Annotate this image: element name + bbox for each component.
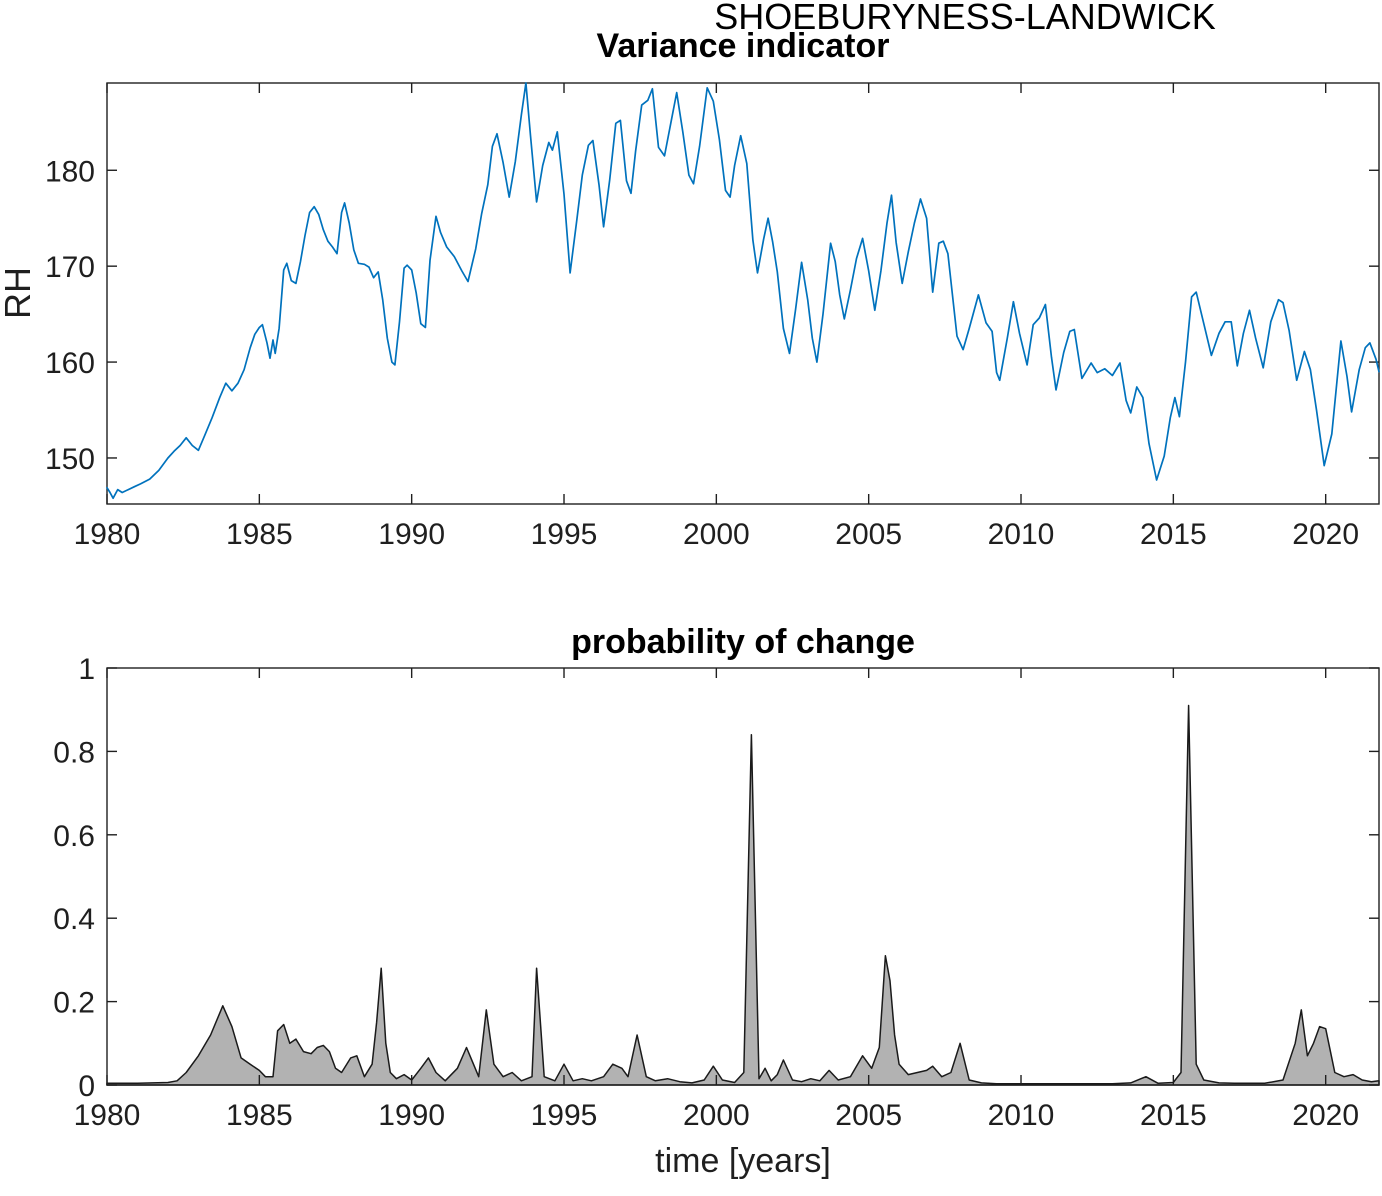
probability-chart: 1980 1985 1990 1995 2000 2005 2010 2015 2020 0 0.2… bbox=[53, 653, 1380, 1132]
probability-y-tick-label: 0.8 bbox=[53, 736, 95, 769]
top-ylabel: RH bbox=[0, 267, 38, 319]
variance-x-tick-label: 2010 bbox=[988, 518, 1055, 551]
variance-x-tick-label: 2000 bbox=[683, 518, 750, 551]
variance-x-tick-label: 1985 bbox=[226, 518, 293, 551]
variance-x-tick-label: 2015 bbox=[1140, 518, 1207, 551]
variance-y-tick-label: 160 bbox=[45, 347, 95, 380]
probability-x-tick-label: 2015 bbox=[1140, 1099, 1207, 1132]
probability-y-tick-label: 0.6 bbox=[53, 820, 95, 853]
probability-y-tick-label: 1 bbox=[78, 653, 95, 686]
variance-axes-box bbox=[106, 82, 1380, 505]
rh-series-line bbox=[106, 82, 1380, 500]
probability-y-tick-label: 0 bbox=[78, 1070, 95, 1103]
probability-axes-box bbox=[106, 667, 1380, 1086]
bottom-xlabel: time [years] bbox=[655, 1142, 831, 1180]
probability-y-tick-label: 0.4 bbox=[53, 903, 95, 936]
probability-x-tick-label: 2005 bbox=[835, 1099, 902, 1132]
probability-x-tick-label: 2020 bbox=[1292, 1099, 1359, 1132]
probability-x-tick-label: 2010 bbox=[988, 1099, 1055, 1132]
variance-y-tick-label: 150 bbox=[45, 443, 95, 476]
variance-chart: 1980 1985 1990 1995 2000 2005 2010 2015 2020 150 1… bbox=[45, 82, 1380, 551]
variance-x-tick-label: 1980 bbox=[74, 518, 141, 551]
variance-x-tick-label: 2005 bbox=[835, 518, 902, 551]
probability-area bbox=[106, 704, 1380, 1086]
probability-x-tick-label: 1985 bbox=[226, 1099, 293, 1132]
variance-x-tick-label: 1995 bbox=[531, 518, 598, 551]
variance-y-tick-label: 170 bbox=[45, 251, 95, 284]
probability-x-tick-label: 1995 bbox=[531, 1099, 598, 1132]
bottom-chart-title: probability of change bbox=[571, 623, 915, 661]
probability-x-tick-label: 1980 bbox=[74, 1099, 141, 1132]
variance-x-tick-label: 1990 bbox=[378, 518, 445, 551]
variance-x-tick-label: 2020 bbox=[1292, 518, 1359, 551]
probability-x-tick-label: 1990 bbox=[378, 1099, 445, 1132]
figure-title: SHOEBURYNESS-LANDWICK bbox=[714, 0, 1216, 37]
variance-y-tick-label: 180 bbox=[45, 155, 95, 188]
top-chart-title: Variance indicator bbox=[596, 27, 890, 65]
probability-y-tick-label: 0.2 bbox=[53, 987, 95, 1020]
probability-x-tick-label: 2000 bbox=[683, 1099, 750, 1132]
